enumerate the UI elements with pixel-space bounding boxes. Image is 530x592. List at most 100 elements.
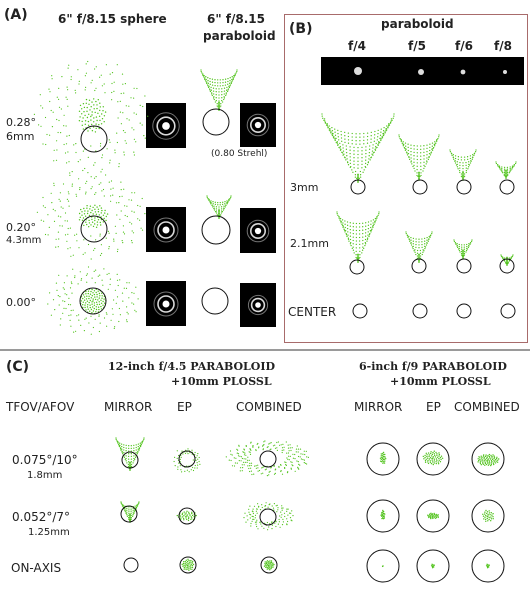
- airy-disk-circle: [471, 549, 505, 583]
- airy-disk-circle: [350, 179, 366, 195]
- airy-disk-circle: [456, 179, 472, 195]
- row-0.052-sub-label: 1.25mm: [28, 527, 70, 538]
- row-2.1mm-label: 2.1mm: [290, 237, 329, 250]
- airy-disk-circle: [178, 507, 196, 525]
- airy-disk-circle: [366, 442, 400, 476]
- ratio-label-f4: f/4: [348, 39, 366, 53]
- airy-disk-circle: [123, 557, 139, 573]
- airy-disk-circle: [366, 499, 400, 533]
- row-0.052-main-label: 0.052°/7°: [12, 510, 71, 524]
- left-col-mirror: MIRROR: [104, 400, 153, 414]
- paraboloid-diffraction-pattern-0.20: [246, 219, 270, 243]
- right-title-line2: +10mm PLOSSL: [390, 375, 491, 388]
- panel-b-coma-f6-3mm: [449, 149, 477, 181]
- panel-b-coma-f5-2.1mm: [405, 231, 433, 263]
- panel-b-coma-f4-2.1mm: [336, 211, 380, 263]
- c-right-ep-axis: [430, 563, 435, 569]
- row-0.075-sub-label: 1.8mm: [27, 470, 63, 481]
- sphere-diffraction-pattern-0.20: [153, 217, 179, 243]
- panel-a-label: (A): [4, 7, 28, 23]
- paraboloid-coma-0.20: [206, 195, 232, 219]
- airy-disk-circle: [456, 258, 472, 274]
- sphere-diffraction-pattern-0.28: [152, 112, 180, 140]
- airy-disk-circle: [412, 303, 428, 319]
- airy-disk-circle: [120, 505, 138, 523]
- airy-disk-circle: [80, 125, 108, 153]
- right-col-mirror: MIRROR: [354, 400, 403, 414]
- sphere-diffraction-pattern-0.00: [153, 291, 179, 317]
- airy-disk-circle: [202, 108, 230, 136]
- right-col-ep: EP: [426, 400, 441, 414]
- left-col-ep: EP: [177, 400, 192, 414]
- airy-disk-circle: [471, 442, 505, 476]
- panel-b-title: paraboloid: [381, 17, 454, 31]
- c-right-ep-0.052: [427, 512, 439, 520]
- c-right-mirror-axis: [381, 565, 384, 568]
- strip-spot-0: [354, 67, 362, 75]
- column-head-tfov-afov: TFOV/AFOV: [6, 400, 75, 414]
- section-divider: [0, 349, 530, 351]
- panel-b-coma-f5-3mm: [398, 134, 440, 181]
- c-left-combined-axis: [263, 560, 275, 571]
- c-left-ep-axis: [181, 558, 195, 571]
- strip-spot-1: [418, 69, 424, 75]
- c-right-combined-0.075: [477, 453, 500, 467]
- c-right-combined-0.052: [482, 509, 494, 522]
- row-0.28-height-label: 6mm: [6, 130, 35, 143]
- airy-disk-circle: [80, 215, 108, 243]
- panel-b-coma-f4-3mm: [321, 113, 395, 183]
- row-0.20-height-label: 4.3mm: [6, 235, 42, 246]
- paraboloid-title-line1: 6" f/8.15: [207, 12, 265, 26]
- airy-disk-circle: [471, 499, 505, 533]
- sphere-halo-0.20: [36, 172, 146, 260]
- airy-disk-circle: [411, 258, 427, 274]
- row-0.20-angle-label: 0.20°: [6, 221, 36, 234]
- c-right-mirror-0.052: [380, 509, 386, 520]
- strip-spot-3: [503, 70, 507, 74]
- paraboloid-diffraction-pattern-0.00: [247, 294, 269, 316]
- panel-c-label: (C): [6, 359, 30, 375]
- strehl-note: (0.80 Strehl): [211, 149, 268, 159]
- c-left-combined-0.052: [243, 502, 294, 531]
- panel-b-coma-f6-2.1mm: [453, 239, 473, 259]
- left-title-line1: 12-inch f/4.5 PARABOLOID: [108, 360, 276, 373]
- sphere-halo-0.00: [47, 266, 139, 335]
- sphere-spot-0.28: [78, 98, 107, 133]
- airy-disk-circle: [260, 556, 278, 574]
- c-left-ep-0.075: [173, 448, 201, 473]
- airy-disk-circle: [499, 179, 515, 195]
- sphere-spot-0.00: [79, 288, 107, 315]
- row-on-axis-label: ON-AXIS: [11, 561, 62, 575]
- c-right-ep-0.075: [422, 450, 444, 466]
- airy-disk-circle: [201, 215, 231, 245]
- ratio-label-f6: f/6: [455, 39, 473, 53]
- airy-disk-circle: [416, 442, 450, 476]
- row-0.00-angle-label: 0.00°: [6, 296, 36, 309]
- ratio-label-f8: f/8: [494, 39, 512, 53]
- airy-disk-circle: [121, 451, 139, 469]
- row-0.28-angle-label: 0.28°: [6, 116, 36, 129]
- airy-disk-circle: [179, 556, 197, 574]
- airy-disk-circle: [366, 549, 400, 583]
- airy-disk-circle: [349, 259, 365, 275]
- airy-disk-circle: [412, 179, 428, 195]
- row-center-label: CENTER: [288, 305, 337, 319]
- panel-b-label: (B): [289, 21, 313, 37]
- airy-disk-circle: [79, 287, 107, 315]
- c-left-mirror-0.075: [115, 437, 145, 471]
- airy-disk-circle: [178, 450, 196, 468]
- sphere-title: 6" f/8.15 sphere: [58, 12, 167, 26]
- ratio-label-f5: f/5: [408, 39, 426, 53]
- right-col-combined: COMBINED: [454, 400, 520, 414]
- airy-disk-circle: [259, 508, 277, 526]
- c-right-mirror-0.075: [379, 451, 387, 464]
- sphere-halo-0.28: [33, 60, 149, 178]
- row-0.075-main-label: 0.075°/10°: [12, 453, 78, 467]
- strip-spot-2: [460, 69, 466, 75]
- c-right-combined-axis: [485, 563, 490, 569]
- paraboloid-title-line2: paraboloid: [203, 29, 276, 43]
- row-3mm-label: 3mm: [290, 181, 319, 194]
- left-title-line2: +10mm PLOSSL: [171, 375, 272, 388]
- c-left-combined-0.075: [225, 440, 309, 477]
